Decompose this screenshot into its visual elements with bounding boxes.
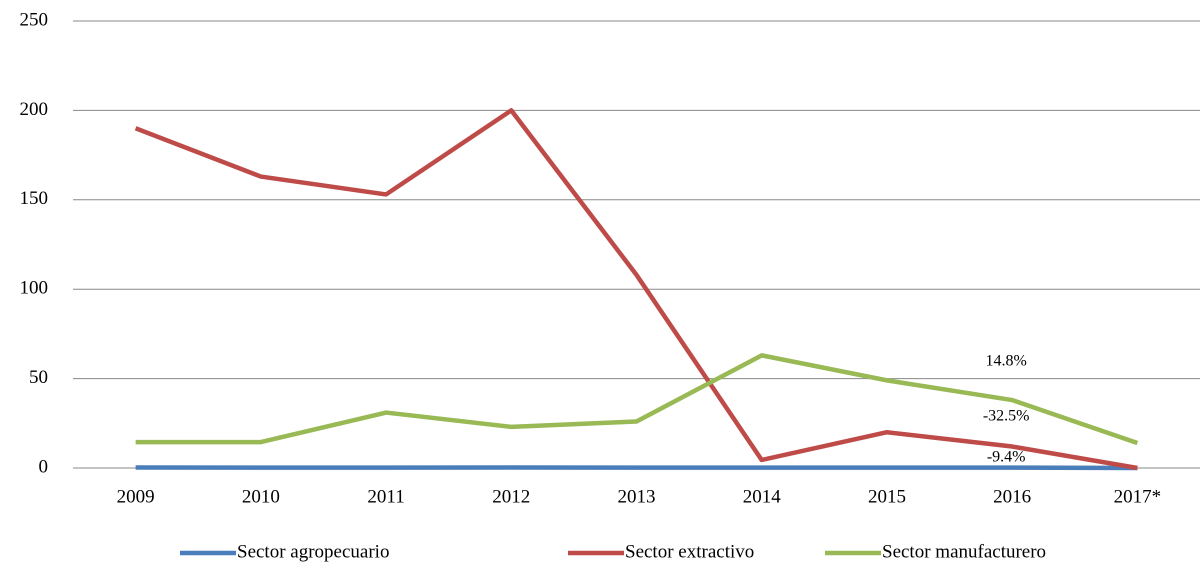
x-tick-label: 2015 — [868, 486, 906, 507]
legend-label: Sector extractivo — [625, 541, 754, 562]
series-line — [135, 353, 1139, 446]
legend-label: Sector agropecuario — [237, 541, 389, 562]
x-tick-label: 2014 — [743, 486, 782, 507]
x-tick-label: 2012 — [492, 486, 530, 507]
y-tick-label: 100 — [20, 278, 49, 299]
annotation: 14.8% — [986, 353, 1027, 370]
y-tick-label: 200 — [20, 99, 49, 120]
x-tick-label: 2009 — [117, 486, 155, 507]
y-tick-label: 0 — [39, 456, 49, 477]
x-tick-label: 2010 — [242, 486, 280, 507]
annotation: -32.5% — [983, 408, 1030, 425]
annotation: -9.4% — [987, 449, 1026, 466]
legend-label: Sector manufacturero — [882, 541, 1046, 562]
x-tick-label: 2016 — [993, 486, 1031, 507]
y-tick-label: 50 — [29, 367, 48, 388]
series-line — [134, 108, 1138, 471]
y-tick-label: 150 — [20, 188, 49, 209]
y-tick-label: 250 — [20, 9, 49, 30]
x-tick-label: 2011 — [367, 486, 404, 507]
x-tick-label: 2017* — [1114, 486, 1162, 507]
series-line — [135, 465, 1138, 471]
x-tick-label: 2013 — [618, 486, 656, 507]
